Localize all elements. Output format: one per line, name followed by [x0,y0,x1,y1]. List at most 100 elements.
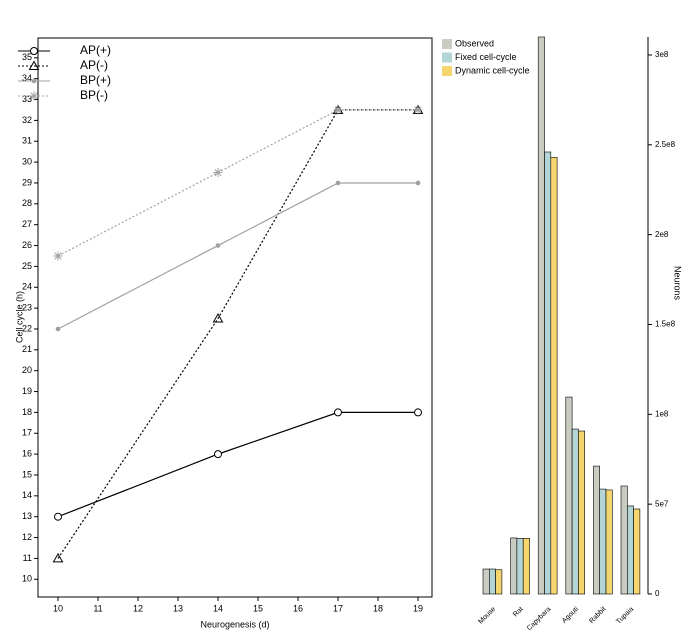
marker [334,408,342,417]
marker [212,313,224,323]
marker [213,168,223,178]
legend-label: Dynamic cell-cycle [455,65,530,75]
series-line [57,411,418,518]
y-tick-label: 19 [22,386,32,396]
legend-marker [31,78,37,84]
x-tick-label: 15 [253,603,263,613]
bar [593,465,601,595]
x-tick-label: 12 [133,603,143,613]
series-line [57,182,418,330]
x-tick-label: Capybara [526,606,552,632]
y-axis-label: Neurons [673,266,683,301]
y-tick-label: 30 [22,156,32,166]
marker [333,105,343,115]
y-tick-label: 16 [22,448,32,458]
x-tick-label: 19 [413,603,423,613]
y-tick-label: 32 [22,115,32,125]
marker [413,105,423,115]
y-tick-label: 10 [22,574,32,584]
bar [522,537,530,595]
bar [620,485,628,595]
marker [415,180,421,186]
y-tick-label: 13 [22,511,32,521]
bar [516,537,524,595]
legend-marker [29,91,39,101]
series-line [57,109,418,559]
legend-swatch [442,39,452,49]
y-tick-label: 3e8 [655,50,669,59]
marker [215,243,221,248]
x-tick-label: 13 [173,603,183,613]
y-tick-label: 25 [22,261,32,271]
bar [605,489,613,595]
y-tick-label: 22 [22,323,32,333]
marker [214,450,222,459]
bar [550,157,558,595]
legend-marker [30,47,38,55]
x-tick-label: Rat [512,606,525,619]
legend-label: AP(+) [80,43,111,57]
x-tick-label: 17 [333,603,343,613]
x-tick-label: Tupaia [615,606,635,626]
y-tick-label: 14 [22,490,32,500]
bar [599,488,607,595]
y-tick-label: 12 [22,532,32,542]
marker [414,408,422,417]
y-tick-label: 35 [22,52,32,62]
y-tick-label: 5e7 [655,499,669,508]
y-tick-label: 1e8 [655,409,669,418]
x-tick-label: 14 [213,603,223,613]
y-tick-label: 0 [655,589,660,598]
bar [544,151,552,595]
x-axis-label: Neurogenesis (d) [200,619,269,629]
y-tick-label: 31 [22,136,32,146]
y-tick-label: 11 [23,553,32,563]
legend-label: BP(-) [80,88,108,102]
legend-swatch [442,66,452,76]
series-line [57,109,418,257]
y-tick-label: 28 [22,198,32,208]
y-tick-label: 26 [22,240,32,250]
legend-label: BP(+) [80,73,111,87]
legend-label: Observed [455,38,494,48]
bar [488,568,496,595]
y-tick-label: 2.5e8 [655,140,676,149]
bar [626,505,634,595]
y-tick-label: 29 [22,177,32,187]
bar [495,569,503,595]
y-tick-label: 20 [22,365,32,375]
marker [52,552,64,563]
y-tick-label: 21 [22,344,32,354]
y-tick-label: 33 [22,94,32,104]
x-tick-label: Rabbit [588,606,607,625]
x-tick-label: 18 [373,603,383,613]
marker [53,251,63,261]
y-tick-label: 17 [22,428,32,438]
y-tick-label: 1.5e8 [655,320,676,329]
bar [571,428,579,595]
legend-label: Fixed cell-cycle [455,52,517,62]
marker [54,512,62,521]
marker [55,326,61,332]
bar [565,396,573,595]
legend-swatch [442,52,452,63]
x-tick-label: Agouti [561,605,580,624]
y-tick-label: 24 [22,282,32,292]
y-tick-label: 2e8 [655,230,669,239]
x-tick-label: 10 [53,603,63,613]
y-tick-label: 23 [22,302,32,312]
bar [578,430,586,595]
legend-label: AP(-) [80,58,108,72]
y-axis-label: Cell cycle (h) [14,291,24,343]
y-tick-label: 34 [22,73,32,83]
x-tick-label: 11 [93,603,102,613]
marker [335,180,341,186]
bar [510,537,518,595]
y-tick-label: 15 [22,469,32,479]
bar [633,508,641,595]
bar [482,568,490,595]
plot-frame [37,37,433,598]
legend-marker [28,60,40,70]
y-tick-label: 27 [22,219,32,229]
